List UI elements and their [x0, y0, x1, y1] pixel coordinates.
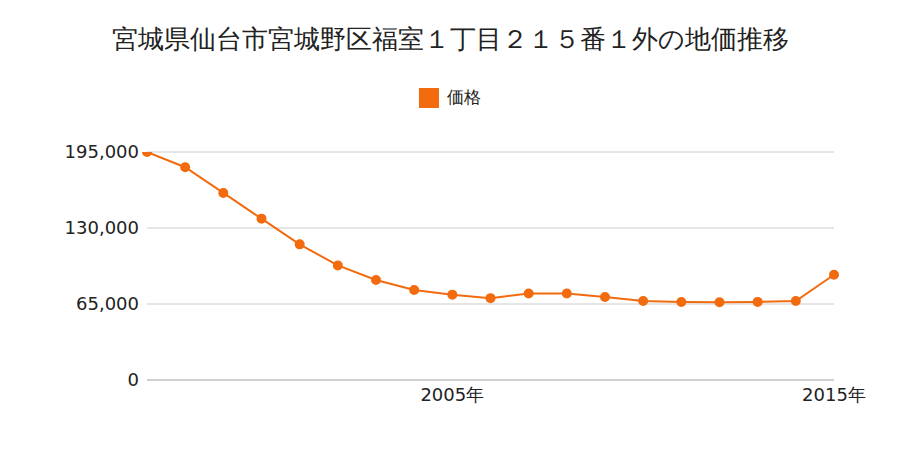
html-text:価格: 価格	[447, 87, 481, 107]
svg-text:2005年: 2005年	[420, 384, 484, 405]
svg-text:65,000: 65,000	[76, 293, 139, 314]
svg-text:0: 0	[128, 369, 139, 390]
svg-text:2015年: 2015年	[802, 384, 866, 405]
html-text:宮城県仙台市宮城野区福室１丁目２１５番１外の地価推移: 宮城県仙台市宮城野区福室１丁目２１５番１外の地価推移	[111, 24, 789, 54]
svg-text:195,000: 195,000	[65, 141, 139, 162]
svg-text:130,000: 130,000	[65, 217, 139, 238]
